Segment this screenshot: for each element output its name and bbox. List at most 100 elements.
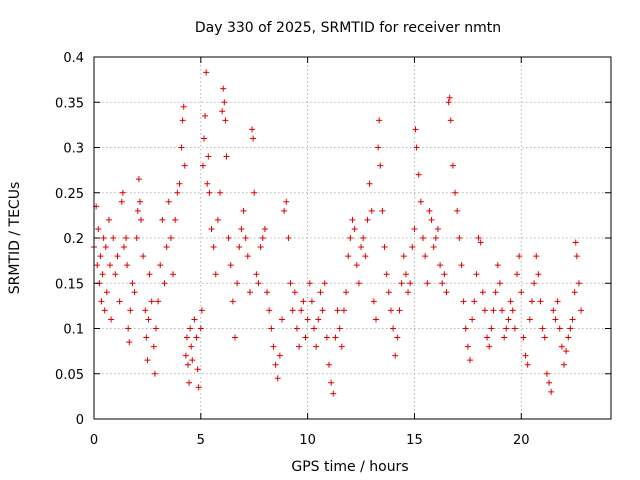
data-point <box>422 253 429 260</box>
data-point <box>217 189 224 196</box>
data-point <box>565 334 572 341</box>
data-point <box>375 144 382 151</box>
data-point <box>264 289 271 296</box>
data-point <box>120 244 127 251</box>
data-point <box>103 289 110 296</box>
data-point <box>420 235 426 241</box>
data-point <box>189 357 196 364</box>
data-point <box>187 325 194 332</box>
data-point <box>134 207 141 214</box>
data-point <box>279 316 285 323</box>
data-point <box>398 280 405 287</box>
data-point <box>567 325 574 332</box>
data-point <box>163 244 170 251</box>
data-point <box>368 207 375 214</box>
data-point <box>150 343 157 350</box>
data-point <box>558 343 565 350</box>
data-point <box>531 280 538 287</box>
y-tick-label: 0 <box>76 413 84 428</box>
data-point <box>114 253 121 260</box>
data-point <box>212 271 219 278</box>
data-point <box>332 334 339 341</box>
y-tick-label: 0.15 <box>55 277 84 292</box>
data-point <box>161 280 168 287</box>
data-point <box>494 262 501 269</box>
data-point <box>315 316 322 323</box>
data-point <box>462 325 469 332</box>
data-point <box>180 103 187 110</box>
data-point <box>473 271 480 278</box>
data-point <box>347 235 354 241</box>
data-point <box>219 108 226 115</box>
data-point <box>289 307 296 314</box>
data-point <box>229 298 236 305</box>
data-point <box>392 352 399 359</box>
data-point <box>198 307 205 314</box>
data-point <box>112 271 119 278</box>
data-point <box>424 280 431 287</box>
data-point <box>543 370 550 377</box>
data-point <box>484 334 491 341</box>
x-tick-label: 10 <box>299 433 316 448</box>
data-point <box>340 307 347 314</box>
data-point <box>409 244 416 251</box>
data-point <box>349 216 356 223</box>
data-point <box>116 298 123 305</box>
data-point <box>396 307 403 314</box>
data-point <box>131 289 138 296</box>
data-point <box>437 262 444 269</box>
data-point <box>554 298 561 305</box>
data-point <box>313 343 320 350</box>
data-point <box>360 235 367 241</box>
data-point <box>501 334 508 341</box>
data-point <box>223 153 230 160</box>
data-point <box>97 253 104 260</box>
data-point <box>300 298 307 305</box>
data-points <box>91 69 585 397</box>
data-point <box>176 180 183 187</box>
data-point <box>518 289 525 296</box>
data-point <box>182 352 189 359</box>
data-point <box>417 198 424 205</box>
data-point <box>454 207 461 214</box>
data-point <box>405 289 412 296</box>
data-point <box>467 357 473 364</box>
data-point <box>174 189 181 196</box>
data-point <box>458 262 465 269</box>
data-point <box>272 361 279 368</box>
data-point <box>199 162 206 169</box>
data-point <box>377 162 384 169</box>
data-point <box>575 280 582 287</box>
data-point <box>179 117 186 124</box>
data-point <box>195 384 202 391</box>
data-point <box>167 235 174 241</box>
chart-title: Day 330 of 2025, SRMTID for receiver nmt… <box>195 20 501 36</box>
data-point <box>129 280 136 287</box>
data-point <box>469 316 476 323</box>
data-point <box>516 253 523 260</box>
data-point <box>205 153 212 160</box>
data-point <box>317 289 324 296</box>
data-point <box>266 307 273 314</box>
data-point <box>330 390 337 397</box>
data-point <box>107 262 114 269</box>
data-point <box>407 280 414 287</box>
y-tick-label: 0.4 <box>63 51 84 66</box>
data-point <box>119 189 126 196</box>
data-point <box>181 162 188 169</box>
data-point <box>101 307 108 314</box>
data-point <box>188 343 195 350</box>
data-point <box>110 235 117 241</box>
data-point <box>253 271 260 278</box>
data-point <box>411 225 418 232</box>
data-point <box>496 280 503 287</box>
data-point <box>390 325 397 332</box>
data-point <box>183 334 190 341</box>
data-point <box>291 289 298 296</box>
data-point <box>446 94 453 101</box>
data-point <box>379 207 386 214</box>
data-point <box>203 69 210 76</box>
data-point <box>572 239 579 246</box>
data-point <box>441 271 448 278</box>
